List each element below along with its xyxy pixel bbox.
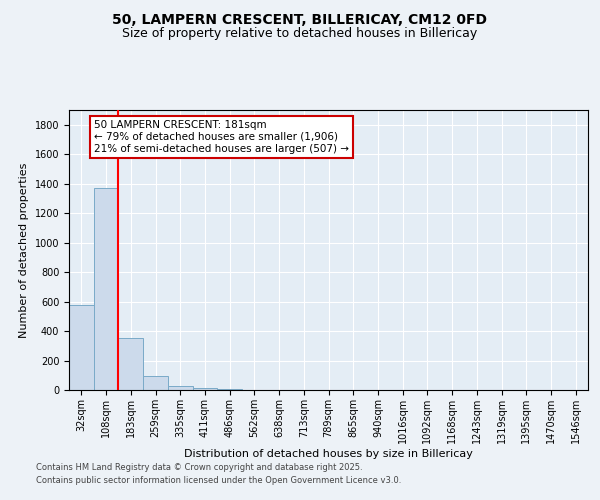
Text: 50, LAMPERN CRESCENT, BILLERICAY, CM12 0FD: 50, LAMPERN CRESCENT, BILLERICAY, CM12 0… [113, 12, 487, 26]
Bar [69, 304, 94, 390]
Text: Contains HM Land Registry data © Crown copyright and database right 2025.: Contains HM Land Registry data © Crown c… [36, 464, 362, 472]
Bar [143, 376, 168, 390]
Text: Contains public sector information licensed under the Open Government Licence v3: Contains public sector information licen… [36, 476, 401, 485]
Bar [94, 188, 118, 390]
Text: Size of property relative to detached houses in Billericay: Size of property relative to detached ho… [122, 28, 478, 40]
Bar [118, 338, 143, 390]
Bar [193, 388, 217, 390]
Text: 50 LAMPERN CRESCENT: 181sqm
← 79% of detached houses are smaller (1,906)
21% of : 50 LAMPERN CRESCENT: 181sqm ← 79% of det… [94, 120, 349, 154]
X-axis label: Distribution of detached houses by size in Billericay: Distribution of detached houses by size … [184, 448, 473, 458]
Bar [168, 386, 193, 390]
Y-axis label: Number of detached properties: Number of detached properties [19, 162, 29, 338]
